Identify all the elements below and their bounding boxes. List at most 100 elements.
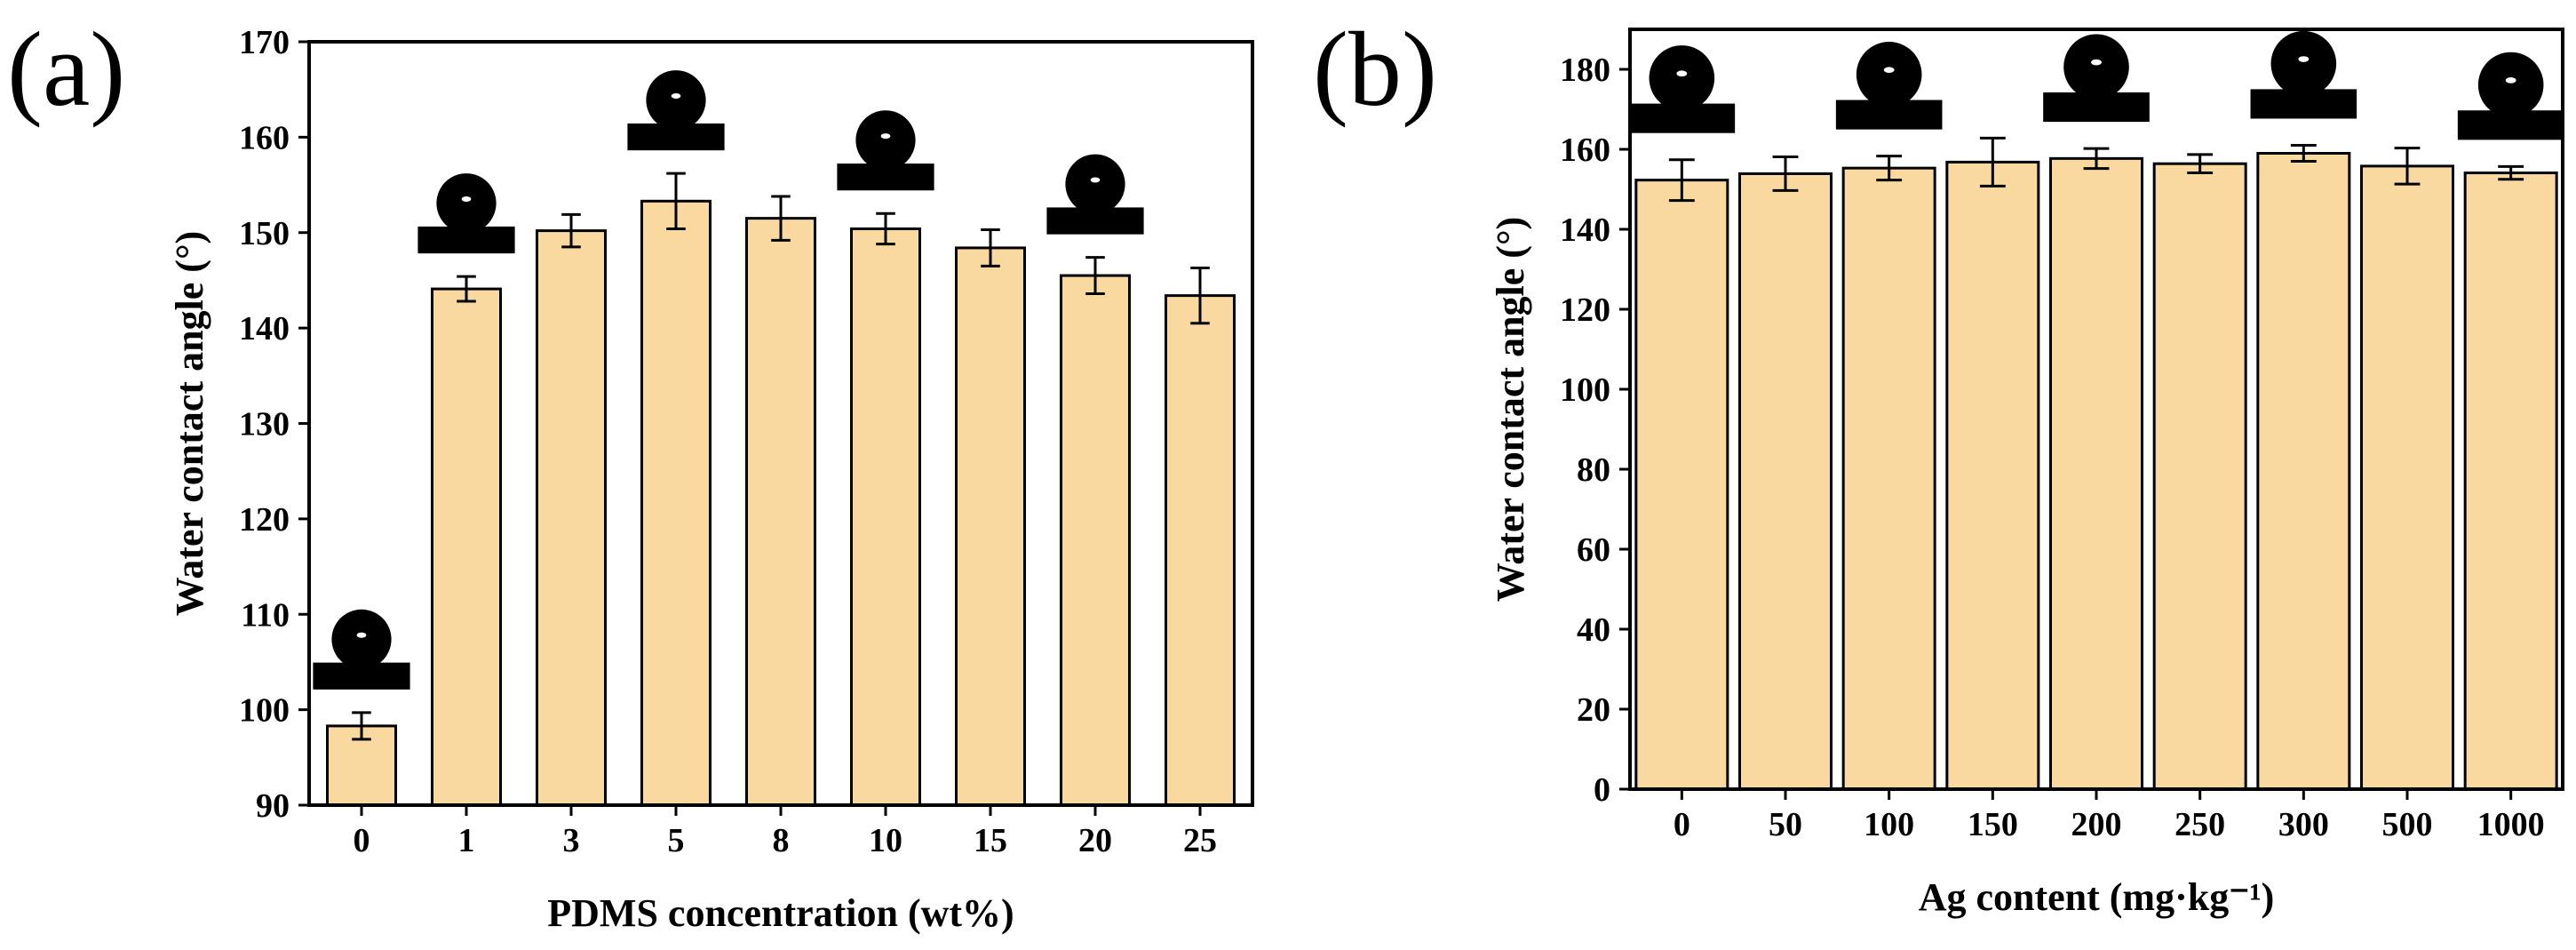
bar-100: [1841, 166, 1936, 791]
bar-20: [1060, 274, 1131, 807]
droplet-image-5: [627, 70, 725, 151]
y-tick-label: 100: [239, 692, 290, 730]
bar-15: [955, 246, 1026, 807]
error-bar-500: [2394, 147, 2421, 186]
error-bar-25: [1190, 266, 1210, 325]
bar-200: [2049, 156, 2143, 791]
bar-5: [640, 199, 712, 807]
error-bar-100: [1876, 155, 1903, 182]
y-axis-title: Water contact angle (°): [168, 231, 211, 616]
droplet-circle: [2477, 52, 2544, 118]
x-tick-label: 0: [1674, 806, 1690, 843]
x-tick-label: 5: [668, 822, 685, 859]
droplet-highlight: [1883, 67, 1895, 73]
droplet-image-300: [2250, 30, 2357, 119]
x-tick-label: 250: [2174, 806, 2225, 843]
y-tick-label: 0: [1594, 771, 1610, 809]
droplet-circle: [1856, 42, 1922, 108]
x-tick-label: 150: [1968, 806, 2018, 843]
bar-250: [2152, 162, 2247, 791]
droplet-image-0: [1628, 45, 1736, 133]
y-axis-title: Water contact angle (°): [1489, 217, 1532, 602]
panel-b-label: (b): [1313, 10, 1437, 128]
bar-1: [431, 287, 502, 807]
x-tick-label: 8: [773, 822, 790, 859]
x-tick-label: 25: [1183, 822, 1217, 859]
x-tick-label: 100: [1864, 806, 1914, 843]
droplet-highlight: [671, 93, 681, 100]
y-tick-label: 20: [1577, 691, 1610, 729]
droplet-highlight: [880, 133, 891, 140]
droplet-image-100: [1835, 42, 1943, 130]
droplet-circle: [646, 70, 706, 131]
bar-300: [2256, 152, 2351, 791]
droplet-image-200: [2043, 34, 2150, 123]
bar-500: [2360, 164, 2454, 791]
error-bar-200: [2083, 147, 2110, 171]
chart-a: 90 100 110 120 130 140 150 160 170 0 1 3 5 8 10 15 20 25 P…: [168, 24, 1254, 935]
droplet-highlight: [356, 632, 367, 638]
y-tick-label: 60: [1577, 531, 1610, 569]
error-bar-1: [457, 275, 476, 303]
droplet-circle: [331, 609, 392, 669]
y-tick-label: 160: [1560, 132, 1610, 169]
bar-1000: [2463, 172, 2558, 791]
x-tick-label: 50: [1769, 806, 1802, 843]
x-tick-label: 200: [2071, 806, 2122, 843]
x-tick-label: 20: [1078, 822, 1112, 859]
y-tick-label: 120: [1560, 291, 1610, 329]
droplet-highlight: [2091, 59, 2102, 66]
x-tick-label: 15: [974, 822, 1007, 859]
x-tick-label: 1000: [2477, 806, 2545, 843]
droplet-highlight: [1090, 177, 1101, 183]
x-axis-title: PDMS concentration (wt%): [547, 891, 1014, 935]
y-tick-label: 170: [239, 24, 290, 61]
y-tick-label: 100: [1560, 371, 1610, 409]
droplet-image-1: [417, 173, 515, 254]
bar-150: [1945, 160, 2040, 791]
y-tick-label: 80: [1577, 451, 1610, 489]
y-tick-label: 40: [1577, 611, 1610, 649]
bar-0: [1634, 179, 1729, 791]
x-tick-label: 500: [2382, 806, 2433, 843]
y-tick-label: 120: [239, 501, 290, 539]
droplet-circle: [1065, 154, 1125, 214]
error-bar-3: [561, 212, 581, 249]
x-tick-label: 300: [2278, 806, 2329, 843]
droplet-circle: [1649, 45, 1715, 111]
chart-b: 0 20 40 60 80 100 120 140 160 180 0 50 100 150 200 250 3…: [1489, 28, 2564, 919]
y-tick-label: 150: [239, 215, 290, 252]
y-tick-label: 90: [256, 787, 290, 825]
bar-25: [1165, 294, 1236, 807]
y-tick-label: 180: [1560, 52, 1610, 89]
bar-50: [1738, 172, 1833, 791]
droplet-circle: [436, 173, 497, 234]
x-tick-label: 0: [354, 822, 370, 859]
droplet-highlight: [1676, 70, 1688, 77]
error-bar-150: [1979, 136, 2006, 188]
error-bar-0: [352, 711, 371, 741]
droplet-circle: [2270, 30, 2337, 97]
x-tick-label: 1: [458, 822, 475, 859]
droplet-image-10: [837, 110, 934, 191]
error-bar-20: [1085, 256, 1105, 295]
x-axis-title: Ag content (mg·kg⁻¹): [1919, 875, 2275, 919]
y-tick-label: 160: [239, 119, 290, 156]
error-bar-15: [981, 228, 1000, 267]
y-tick-label: 130: [239, 406, 290, 443]
error-bar-5: [666, 172, 686, 230]
error-bar-300: [2290, 144, 2317, 163]
panel-a-label: (a): [7, 10, 125, 128]
droplet-highlight: [2505, 77, 2516, 84]
error-bar-8: [771, 195, 791, 242]
error-bar-50: [1772, 156, 1799, 192]
x-tick-label: 3: [563, 822, 580, 859]
y-tick-label: 140: [1560, 212, 1610, 249]
error-bar-250: [2187, 153, 2214, 175]
y-tick-label: 110: [241, 596, 290, 634]
error-bar-1000: [2498, 164, 2524, 181]
droplet-image-20: [1046, 154, 1144, 235]
x-tick-label: 10: [869, 822, 902, 859]
droplet-image-1000: [2457, 52, 2564, 140]
